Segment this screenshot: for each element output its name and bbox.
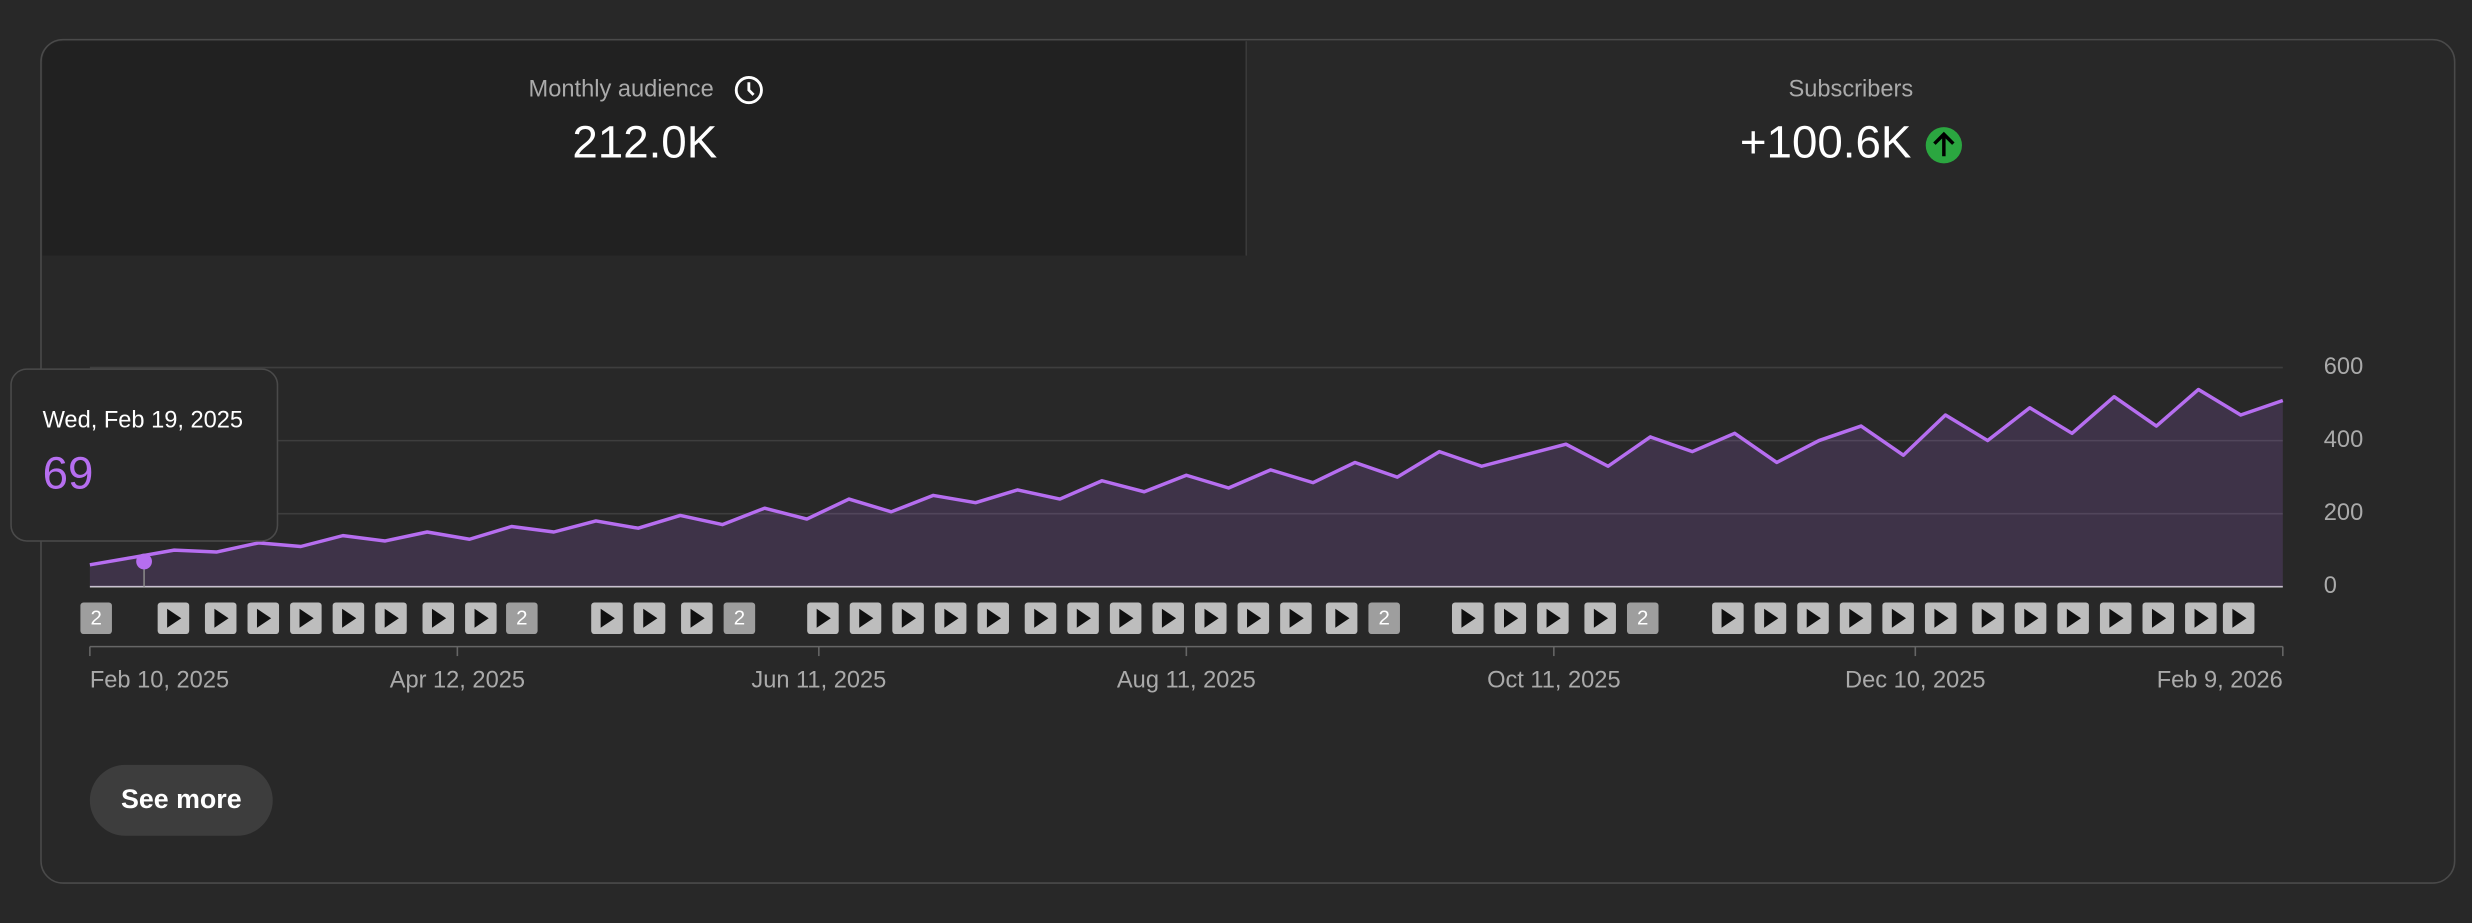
play-icon — [859, 608, 874, 628]
play-icon — [1076, 608, 1091, 628]
play-icon — [1891, 608, 1907, 628]
play-icon — [944, 608, 959, 628]
video-group-count: 2 — [1378, 606, 1389, 629]
play-icon — [1247, 608, 1262, 628]
play-icon — [986, 608, 1002, 628]
play-icon — [1204, 608, 1219, 628]
play-icon — [167, 608, 182, 628]
play-icon — [1806, 608, 1821, 628]
y-tick-label: 0 — [2324, 573, 2337, 599]
y-tick-label: 200 — [2324, 500, 2363, 526]
play-icon — [474, 608, 489, 628]
x-tick-label: Jun 11, 2025 — [751, 668, 886, 694]
chart: 0 200 400 600 Feb 10, 2025 Apr 12, 2025 Jun 11… — [10, 354, 2363, 694]
video-group-count: 2 — [734, 606, 745, 629]
play-icon — [2109, 608, 2124, 628]
play-icon — [1934, 608, 1949, 628]
tab-value: +100.6K — [1740, 116, 1912, 167]
play-icon — [214, 608, 229, 628]
play-icon — [1161, 608, 1177, 628]
y-tick-label: 400 — [2324, 427, 2363, 453]
play-icon — [1034, 608, 1049, 628]
button-label[interactable]: See more — [121, 784, 242, 814]
play-icon — [2194, 608, 2209, 628]
video-group-marker[interactable] — [1368, 602, 1400, 634]
tooltip-value: 69 — [43, 447, 94, 498]
play-icon — [1764, 608, 1779, 628]
play-icon — [1721, 608, 1736, 628]
x-tick-label: Feb 10, 2025 — [90, 668, 229, 694]
hover-point — [136, 553, 152, 570]
play-icon — [431, 608, 447, 628]
x-tick-label: Apr 12, 2025 — [390, 668, 525, 694]
video-group-count: 2 — [516, 606, 527, 629]
play-icon — [2232, 608, 2247, 628]
play-icon — [816, 608, 831, 628]
play-icon — [1593, 608, 1609, 628]
play-icon — [384, 608, 399, 628]
see-more-button[interactable] — [89, 764, 273, 836]
play-icon — [256, 608, 272, 628]
x-tick-label: Feb 9, 2026 — [2157, 668, 2283, 694]
play-icon — [901, 608, 916, 628]
video-group-count: 2 — [90, 606, 101, 629]
x-tick-label: Aug 11, 2025 — [1117, 668, 1256, 694]
play-icon — [1461, 608, 1476, 628]
play-icon — [1504, 608, 1519, 628]
play-icon — [342, 608, 357, 628]
x-tick-label: Oct 11, 2025 — [1487, 668, 1621, 694]
video-group-marker[interactable] — [1626, 602, 1659, 634]
video-group-count: 2 — [1637, 606, 1648, 629]
play-icon — [2151, 608, 2167, 628]
video-group-marker[interactable] — [80, 602, 112, 634]
play-icon — [1849, 608, 1864, 628]
tooltip-date: Wed, Feb 19, 2025 — [43, 407, 244, 433]
play-icon — [299, 608, 314, 628]
play-icon — [1335, 608, 1350, 628]
tab-value: 212.0K — [572, 116, 717, 167]
line — [89, 387, 2284, 567]
play-icon — [1981, 608, 1996, 628]
play-icon — [1289, 608, 1304, 628]
play-icon — [2066, 608, 2082, 628]
clock-icon — [734, 76, 763, 105]
play-icon — [1119, 608, 1134, 628]
tab-label: Monthly audience — [529, 76, 714, 102]
play-icon — [2024, 608, 2039, 628]
selected-tab[interactable] — [42, 41, 1246, 256]
y-tick-label: 600 — [2324, 354, 2363, 380]
area-fill — [89, 389, 2283, 587]
up-arrow-icon — [1925, 127, 1962, 164]
tooltip — [10, 368, 279, 542]
x-tick-label: Dec 10, 2025 — [1845, 668, 1986, 694]
play-icon — [600, 608, 615, 628]
tab-label[interactable]: Subscribers — [1788, 76, 1913, 102]
video-group-marker[interactable] — [506, 602, 538, 634]
video-group-marker[interactable] — [723, 602, 756, 634]
play-icon — [690, 608, 705, 628]
play-icon — [643, 608, 658, 628]
play-icon — [1546, 608, 1561, 628]
